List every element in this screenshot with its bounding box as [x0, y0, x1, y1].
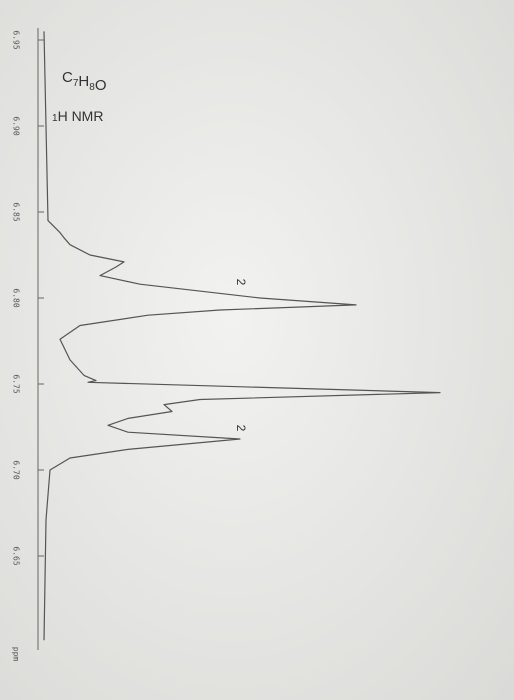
spectrum-line [43, 31, 441, 641]
x-tick-label: 6.70 [12, 460, 21, 479]
chart-subtitle: 1H NMR [52, 108, 103, 124]
x-tick-label: 6.85 [12, 202, 21, 221]
chart-title: C7H8O [62, 69, 106, 94]
integral-annotation: 2 [234, 425, 248, 432]
x-tick-label: 6.95 [12, 30, 21, 49]
x-tick-label: 6.90 [12, 116, 21, 135]
integral-annotation: 2 [234, 279, 248, 286]
x-tick-label: 6.75 [12, 374, 21, 393]
x-tick-label: 6.80 [12, 288, 21, 307]
x-tick-label: 6.65 [12, 546, 21, 565]
x-axis-label: ppm [12, 647, 21, 662]
